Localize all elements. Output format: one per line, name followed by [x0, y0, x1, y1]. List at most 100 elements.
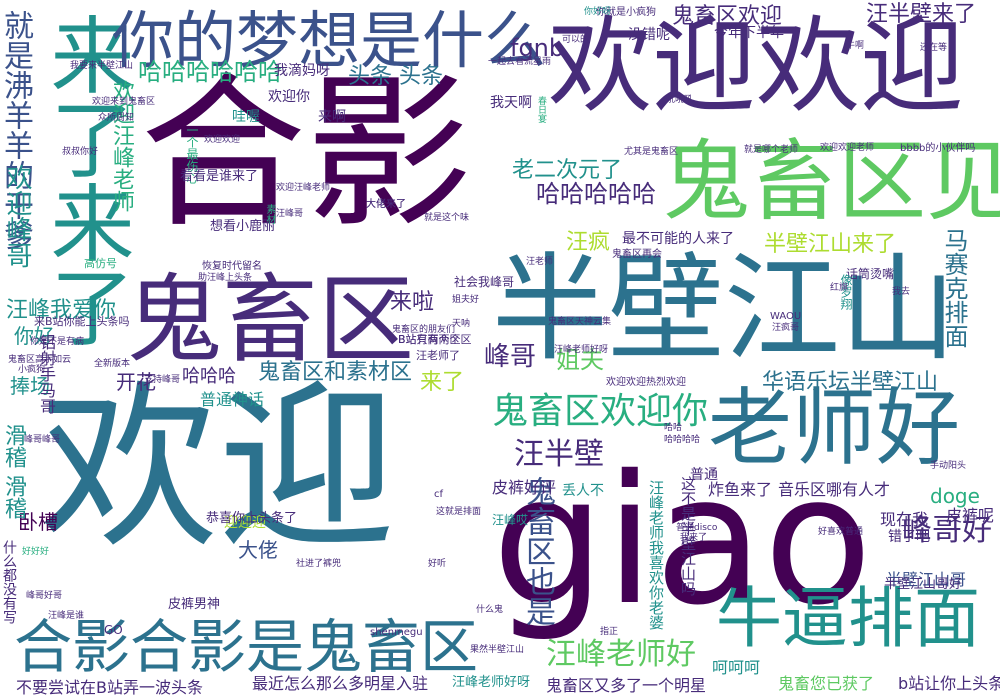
- word: 头条 头条: [348, 64, 443, 89]
- word: 鬼畜区也是: [520, 476, 555, 626]
- word: 最不可能的人来了: [622, 231, 734, 247]
- word: 就是哪个老师: [744, 145, 799, 155]
- word: 开花: [116, 370, 156, 394]
- word: doge: [930, 484, 980, 508]
- word: 像罗翔: [839, 274, 853, 310]
- word: 普通disco: [676, 523, 718, 533]
- word: 就是这个味: [424, 213, 470, 223]
- word: 汪老师了: [416, 349, 460, 362]
- word: 高仿号: [84, 257, 117, 270]
- word: 汪峰我爱你: [6, 298, 117, 323]
- word: 我要来半壁江山: [70, 61, 134, 71]
- word: 欢迎峰哥: [2, 164, 32, 268]
- word: 半壁江山: [492, 242, 956, 377]
- word: 峰哥峰哥: [24, 435, 61, 445]
- word: 还在等: [920, 43, 948, 53]
- word: 大佬: [238, 538, 278, 562]
- word: 汪疯: [566, 230, 611, 255]
- word: 鬼畜区和素材区: [258, 360, 413, 385]
- word: 皮裤呢: [946, 506, 995, 525]
- word: 普通神话: [200, 390, 265, 409]
- word: B站只有两个区: [398, 333, 472, 346]
- word: GO: [104, 623, 123, 637]
- word: 尤其是鬼畜区: [624, 147, 679, 157]
- word: 鬼畜区天神云集: [548, 317, 612, 327]
- word: 欢迎欢迎: [204, 135, 241, 145]
- word: 哈哈哈哈哈哈: [138, 58, 282, 86]
- word: 天呐: [452, 319, 471, 329]
- word: 错了吧: [888, 529, 930, 545]
- word: 汪峰是谁: [48, 611, 85, 621]
- word: 汪峰老师我喜欢你老婆: [647, 480, 665, 630]
- word: 全新版本: [94, 359, 131, 369]
- word: 半壁江山哥: [886, 570, 967, 589]
- word: 欢迎欢迎老师: [820, 143, 875, 153]
- word: 来B站你能上头条吗: [34, 315, 130, 328]
- word: 迎迎迎: [224, 515, 266, 531]
- word: 可以的: [562, 35, 590, 45]
- word: 鬼畜区再会: [612, 249, 662, 260]
- word: 炸鱼来了: [708, 480, 773, 499]
- word: 老师好: [708, 379, 961, 477]
- word: 鬼畜区欢迎你: [492, 391, 709, 432]
- word: B站有两个区: [398, 333, 461, 346]
- word: 半壁江山哥好: [884, 577, 963, 592]
- word: b站让你上头条: [898, 674, 1000, 693]
- word: 汪峰老师好呀: [452, 675, 531, 690]
- word: 欢迎欢迎: [548, 5, 965, 127]
- word: 鬼畜您已获了: [778, 674, 875, 693]
- word: 我来了: [680, 533, 708, 543]
- word: 普通: [690, 467, 718, 483]
- word: 鬼畜区高手如云: [8, 355, 72, 365]
- word: 你是不是有病: [30, 337, 85, 347]
- word: 鬼畜区: [126, 264, 414, 376]
- word: 一个最伤心: [185, 124, 199, 184]
- word: giao: [492, 437, 873, 644]
- word: 鬼畜区又多了一个明星: [546, 676, 707, 695]
- word: 一起去看流星雨: [488, 57, 552, 67]
- word: fgnb: [510, 34, 565, 62]
- word: 我天啊: [490, 95, 532, 111]
- word: 吼吼吼: [666, 95, 694, 105]
- word: 哈哈: [664, 423, 683, 433]
- word: 最近怎么那么多明星入驻: [252, 674, 429, 693]
- word: 汪峰老师好: [546, 637, 696, 672]
- word: 来啊: [318, 109, 346, 125]
- word: 欢迎欢迎热烈欢迎: [606, 377, 686, 388]
- word: 欢迎你: [268, 89, 310, 105]
- word: 现在我: [880, 510, 929, 529]
- word: 素材: [264, 204, 275, 224]
- word: 就是沸羊羊的干爹: [0, 10, 33, 250]
- word: 想看小鹿丽: [210, 219, 276, 234]
- word: 合影: [140, 58, 472, 251]
- word: 今年下半年: [714, 25, 784, 41]
- word: 看看是谁来了: [180, 169, 259, 184]
- word: 合影合影是鬼畜区: [14, 613, 479, 681]
- word: 好听: [428, 559, 447, 569]
- word: 来了来了: [37, 12, 135, 348]
- word: 哈哈哈: [182, 366, 236, 387]
- word: shenmegu: [370, 627, 423, 638]
- word: 小疯狗: [18, 365, 46, 375]
- word: 果然半壁江山: [470, 645, 525, 655]
- word: 老二次元了: [512, 158, 623, 183]
- word: 牛啊: [846, 41, 865, 51]
- word: 这不是半壁江山吗: [679, 476, 697, 596]
- word: 欢迎: [40, 365, 396, 572]
- word: 音乐区哪有人才: [778, 480, 891, 499]
- word: 欢迎汪峰老师: [276, 183, 331, 193]
- word: 众所周知: [98, 113, 135, 123]
- word: 汪峰老师好呀: [554, 345, 609, 355]
- word: 话筒烫嘴: [846, 267, 895, 281]
- word: 滑稽 滑稽: [1, 424, 26, 519]
- word: 鬼畜区见: [662, 130, 1000, 233]
- word: 华语乐坛半壁江山: [762, 370, 939, 395]
- word: 社进了裤兜: [296, 559, 342, 569]
- word: 汪疯哥: [772, 323, 800, 333]
- word: 铝射手马哥: [37, 334, 56, 414]
- word: 半壁江山来了: [764, 232, 897, 257]
- word: 来了: [420, 370, 465, 395]
- word: 牛逼排面: [716, 580, 980, 657]
- word: 什么都没有写: [1, 540, 17, 624]
